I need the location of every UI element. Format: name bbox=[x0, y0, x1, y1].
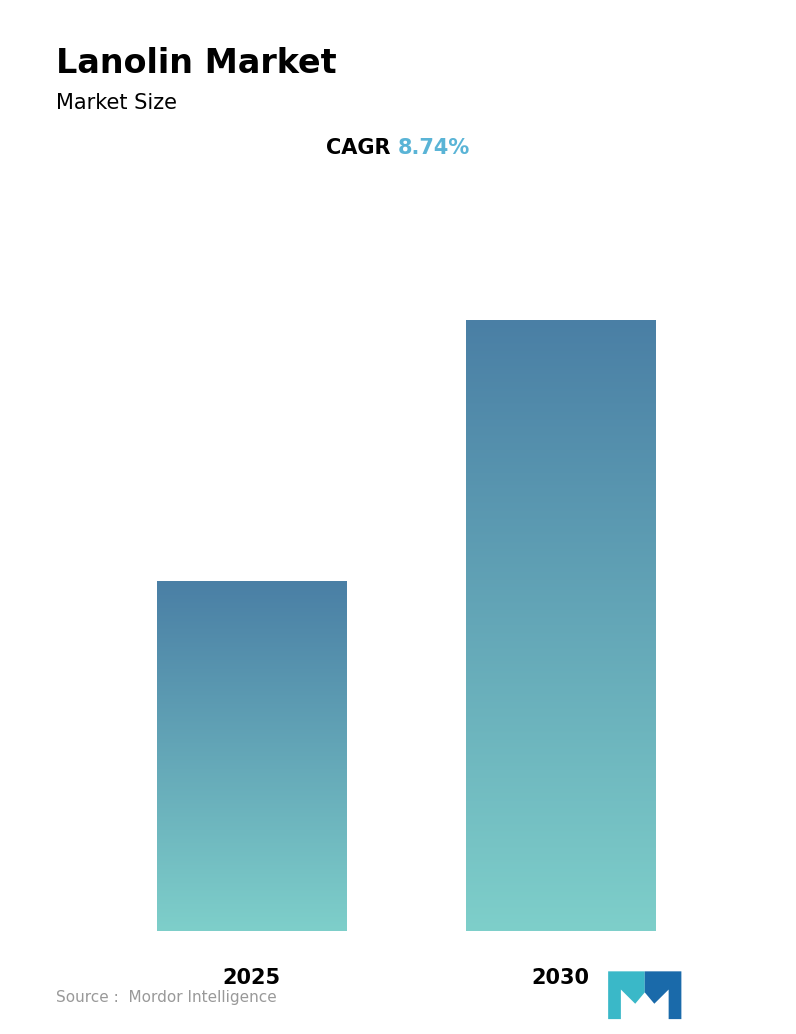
Text: 8.74%: 8.74% bbox=[398, 138, 470, 157]
Text: 2030: 2030 bbox=[531, 968, 589, 987]
Text: CAGR: CAGR bbox=[326, 138, 398, 157]
Polygon shape bbox=[608, 971, 645, 1020]
Text: Market Size: Market Size bbox=[56, 93, 177, 113]
Polygon shape bbox=[645, 971, 681, 1020]
Text: 2025: 2025 bbox=[223, 968, 281, 987]
Text: Lanolin Market: Lanolin Market bbox=[56, 47, 337, 80]
Text: Source :  Mordor Intelligence: Source : Mordor Intelligence bbox=[56, 991, 276, 1005]
